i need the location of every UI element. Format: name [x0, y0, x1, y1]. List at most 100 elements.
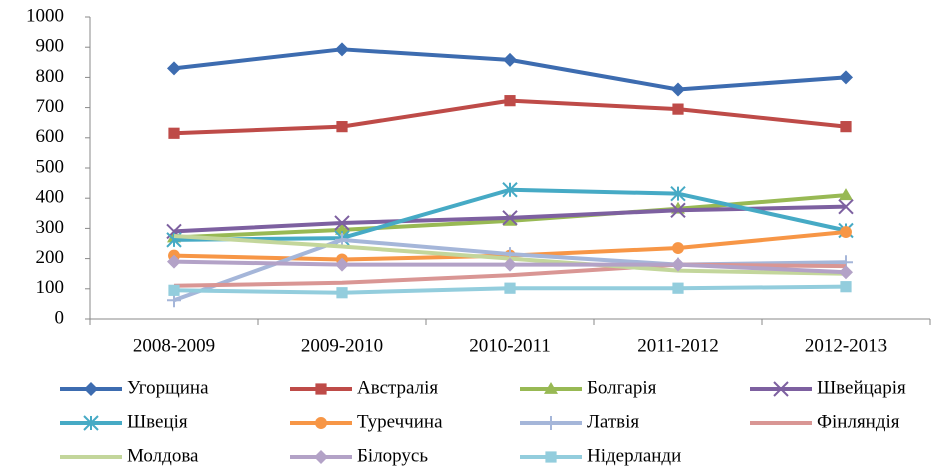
marker [167, 254, 181, 269]
marker [504, 282, 516, 294]
marker-shape [335, 257, 349, 272]
marker [840, 226, 852, 238]
marker [336, 121, 348, 133]
marker-shape [314, 450, 328, 464]
marker-shape [336, 287, 348, 299]
marker-shape [504, 282, 516, 294]
marker-shape [334, 215, 350, 231]
y-tick-label: 100 [36, 277, 65, 298]
y-tick-label: 0 [55, 307, 65, 328]
marker [773, 381, 789, 397]
legend-label: Нідерланди [587, 445, 681, 466]
series-line [173, 262, 847, 288]
y-tick-label: 500 [36, 156, 65, 177]
x-tick-label: 2008-2009 [133, 335, 215, 356]
legend-label: Молдова [127, 445, 199, 466]
marker-shape [670, 202, 686, 218]
marker-shape [336, 121, 348, 133]
marker [672, 282, 684, 294]
legend-label: Швеція [127, 411, 188, 432]
marker-shape [83, 415, 99, 431]
marker-shape [670, 185, 686, 202]
marker-shape [773, 381, 789, 397]
y-tick-label: 600 [36, 126, 65, 147]
marker [839, 265, 853, 280]
marker-shape [315, 417, 327, 429]
legend-label: Фінляндія [817, 411, 900, 432]
marker [502, 182, 518, 198]
marker [336, 287, 348, 299]
marker [544, 416, 558, 430]
legend-label: Австралія [357, 377, 438, 398]
legend-label: Болгарія [587, 377, 657, 398]
marker [840, 281, 852, 293]
marker-shape [840, 121, 852, 133]
x-tick-label: 2012-2013 [805, 335, 887, 356]
marker [839, 70, 853, 85]
y-tick-label: 700 [36, 96, 65, 117]
marker-shape [167, 254, 181, 269]
x-tick-label: 2009-2010 [301, 335, 383, 356]
marker-shape [315, 383, 327, 395]
y-tick-label: 200 [36, 247, 65, 268]
marker [545, 451, 557, 463]
marker [503, 52, 517, 67]
marker-shape [839, 188, 853, 201]
marker-shape [838, 198, 854, 215]
y-tick-label: 800 [36, 66, 65, 87]
legend-label: Угорщина [127, 377, 209, 398]
marker-shape [672, 282, 684, 294]
marker [335, 42, 349, 57]
marker-shape [504, 95, 516, 107]
marker [335, 257, 349, 272]
x-tick-label: 2011-2012 [637, 335, 719, 356]
marker [167, 61, 181, 76]
marker-shape [168, 284, 180, 296]
marker [670, 202, 686, 218]
marker-shape [671, 257, 685, 272]
marker-shape [168, 127, 180, 139]
y-tick-label: 1000 [26, 5, 64, 26]
marker-shape [672, 242, 684, 254]
marker [84, 382, 98, 396]
marker [168, 284, 180, 296]
marker [839, 188, 853, 201]
marker-shape [502, 182, 518, 198]
marker [168, 127, 180, 139]
legend-label: Білорусь [357, 445, 428, 466]
marker [672, 242, 684, 254]
marker [838, 198, 854, 215]
marker-shape [84, 382, 98, 396]
marker [672, 103, 684, 115]
marker [315, 383, 327, 395]
marker-shape [335, 222, 349, 235]
marker-shape [840, 226, 852, 238]
marker-shape [502, 210, 518, 226]
legend-label: Швейцарія [817, 377, 906, 398]
marker-shape [544, 416, 558, 430]
y-tick-label: 400 [36, 187, 65, 208]
marker [670, 185, 686, 202]
marker [334, 215, 350, 231]
marker [503, 257, 517, 272]
marker [314, 450, 328, 464]
y-tick-label: 300 [36, 217, 65, 238]
legend-label: Туреччина [357, 411, 443, 432]
marker-shape [671, 82, 685, 97]
marker [544, 382, 558, 394]
marker-shape [544, 382, 558, 394]
x-tick-label: 2010-2011 [469, 335, 551, 356]
marker-shape [672, 103, 684, 115]
marker [671, 82, 685, 97]
legend-label: Латвія [587, 411, 639, 432]
marker-shape [545, 451, 557, 463]
marker [502, 210, 518, 226]
marker [335, 222, 349, 235]
marker-shape [335, 42, 349, 57]
marker [840, 121, 852, 133]
marker-shape [839, 70, 853, 85]
y-tick-label: 900 [36, 36, 65, 57]
marker-shape [503, 257, 517, 272]
marker [671, 257, 685, 272]
